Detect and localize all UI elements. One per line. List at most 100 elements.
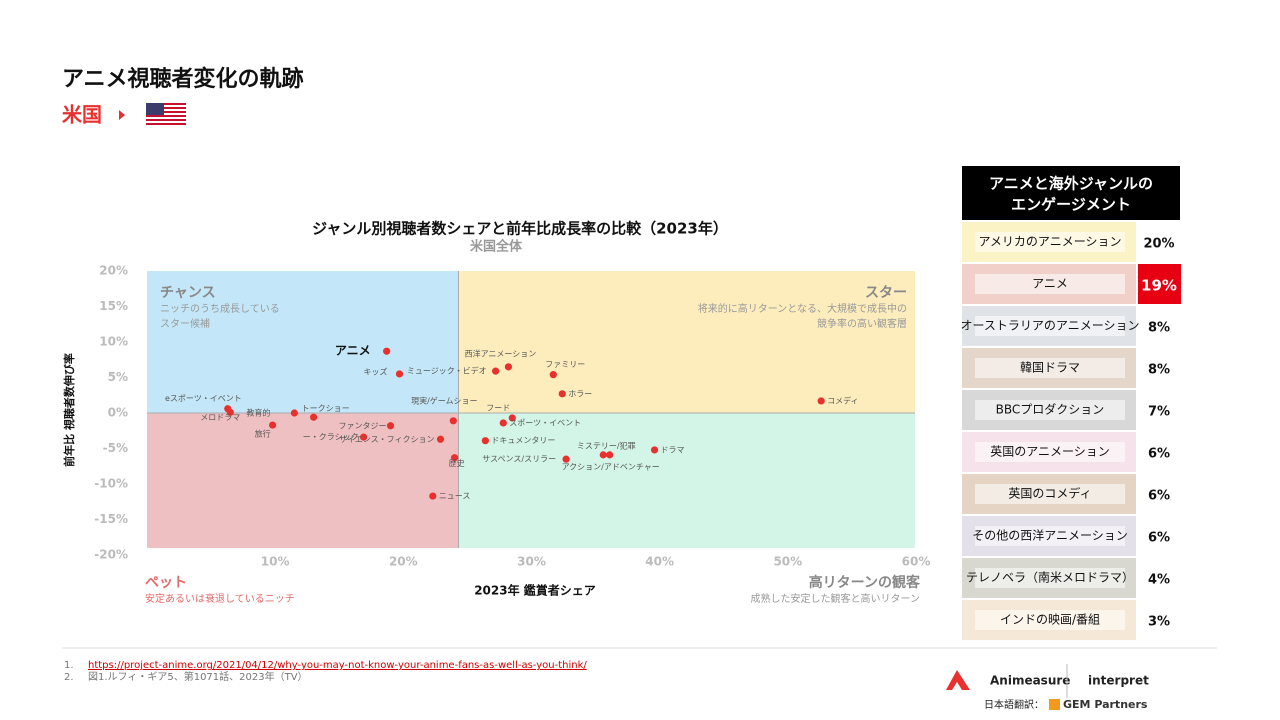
quadrant-title: 高リターンの観客 [809,574,921,591]
point [549,371,557,379]
y-tick-label: -5% [103,441,128,455]
point-label: ミュージック・ビデオ [407,366,487,376]
point-label: アニメ [335,344,371,358]
point [508,414,516,422]
table-title: アニメと海外ジャンルの [989,175,1153,193]
row-value: 6% [1148,447,1170,462]
point-label: サイエンス・フィクション [339,435,435,444]
row-label: テレノベラ（南米メロドラマ） [966,570,1134,585]
row-value: 4% [1148,573,1170,588]
row-label-bg [975,526,1125,546]
quadrant-title: スター [865,285,907,301]
x-tick-label: 50% [773,555,802,569]
point [360,433,368,441]
row-label-bg [975,442,1125,462]
page-title: アニメ視聴者変化の軌跡 [62,66,304,92]
y-tick-label: -10% [94,477,128,491]
row-label: BBCプロダクション [996,402,1105,417]
row-value: 7% [1148,405,1170,420]
row-label-bg [975,274,1125,294]
chart-title: ジャンル別視聴者数シェアと前年比成長率の比較（2023年） [312,220,728,238]
x-tick-label: 30% [517,555,546,569]
quadrant-title: ペット [145,575,187,591]
quadrant-desc: 競争率の高い観客層 [817,317,907,330]
table-title: エンゲージメント [1011,196,1131,214]
point-label: ニュース [439,492,471,501]
point [226,408,234,416]
row-value: 3% [1148,615,1170,630]
row-value: 6% [1148,489,1170,504]
row-label-bg [975,400,1125,420]
y-tick-label: 0% [108,406,128,420]
footnote-text: https://project-anime.org/2021/04/12/why… [88,660,587,671]
footnote-number: 2. [64,672,74,683]
y-tick-label: 5% [108,370,128,384]
point-label: メロドラマ [200,413,240,422]
point [290,409,298,417]
row-label-bg [975,358,1125,378]
point-label: コメディ [827,395,858,405]
animeasure-logo: Animeasure [990,674,1070,688]
point [599,451,607,459]
table-header-bg [962,166,1180,220]
point-label: ドラマ [661,445,685,454]
point [650,446,659,454]
point-label: ミステリー/犯罪 [577,440,636,450]
point [269,421,277,429]
country: 米国 [62,103,102,127]
arrow [119,110,125,120]
point-label: スポーツ・イベント [509,418,581,427]
point [606,451,614,459]
us-flag [146,103,186,127]
y-tick-label: 10% [99,335,128,349]
point [429,492,437,500]
point [436,435,445,443]
point [817,397,825,405]
point [558,390,566,398]
quadrant [458,271,915,413]
x-tick-label: 10% [261,555,290,569]
quadrant [458,413,915,548]
animeasure-icon [946,670,970,690]
row-label-bg [975,568,1125,588]
quadrant [147,413,459,548]
point-label: 旅行 [255,429,271,439]
y-tick-label: -20% [94,548,128,562]
row-value: 19% [1141,277,1177,295]
point-label: ファミリー [545,360,585,369]
point-label: 歴史 [449,458,465,468]
y-tick-label: 15% [99,299,128,313]
y-tick-label: 20% [99,264,128,278]
interpret-logo: interpret [1088,674,1149,688]
row-label: 英国のアニメーション [990,445,1110,459]
row-label-bg [975,610,1125,630]
row-label: インドの映画/番組 [1000,613,1100,627]
row-label-bg [975,232,1125,252]
translation-label: 日本語翻訳： [984,698,1044,711]
x-tick-label: 20% [389,555,418,569]
point-label: トークショー [302,404,350,413]
row-label-bg [975,316,1125,336]
point-label: ホラー [568,389,592,398]
row-highlight [1138,264,1181,304]
x-tick-label: 60% [902,555,931,569]
quadrant-title: チャンス [160,285,216,301]
footnotes: 1. https://project-anime.org/2021/04/12/w… [64,660,587,683]
point [386,422,395,430]
point [383,347,391,355]
row-label: アメリカのアニメーション [979,235,1122,249]
row-value: 8% [1148,363,1170,378]
footnote-number: 1. [64,660,74,671]
row-value: 8% [1148,321,1170,336]
x-axis-label: 2023年 鑑賞者シェア [474,583,596,598]
row-label: 英国のコメディ [1008,486,1091,501]
point-label: ドキュメンタリー [491,436,555,445]
quadrant-desc: 将来的に高リターンとなる、大規模で成長中の [698,302,907,315]
quadrant [147,271,459,413]
point [395,370,404,378]
row-value: 20% [1143,237,1174,252]
point-label: サスペンス/スリラー [482,455,556,464]
